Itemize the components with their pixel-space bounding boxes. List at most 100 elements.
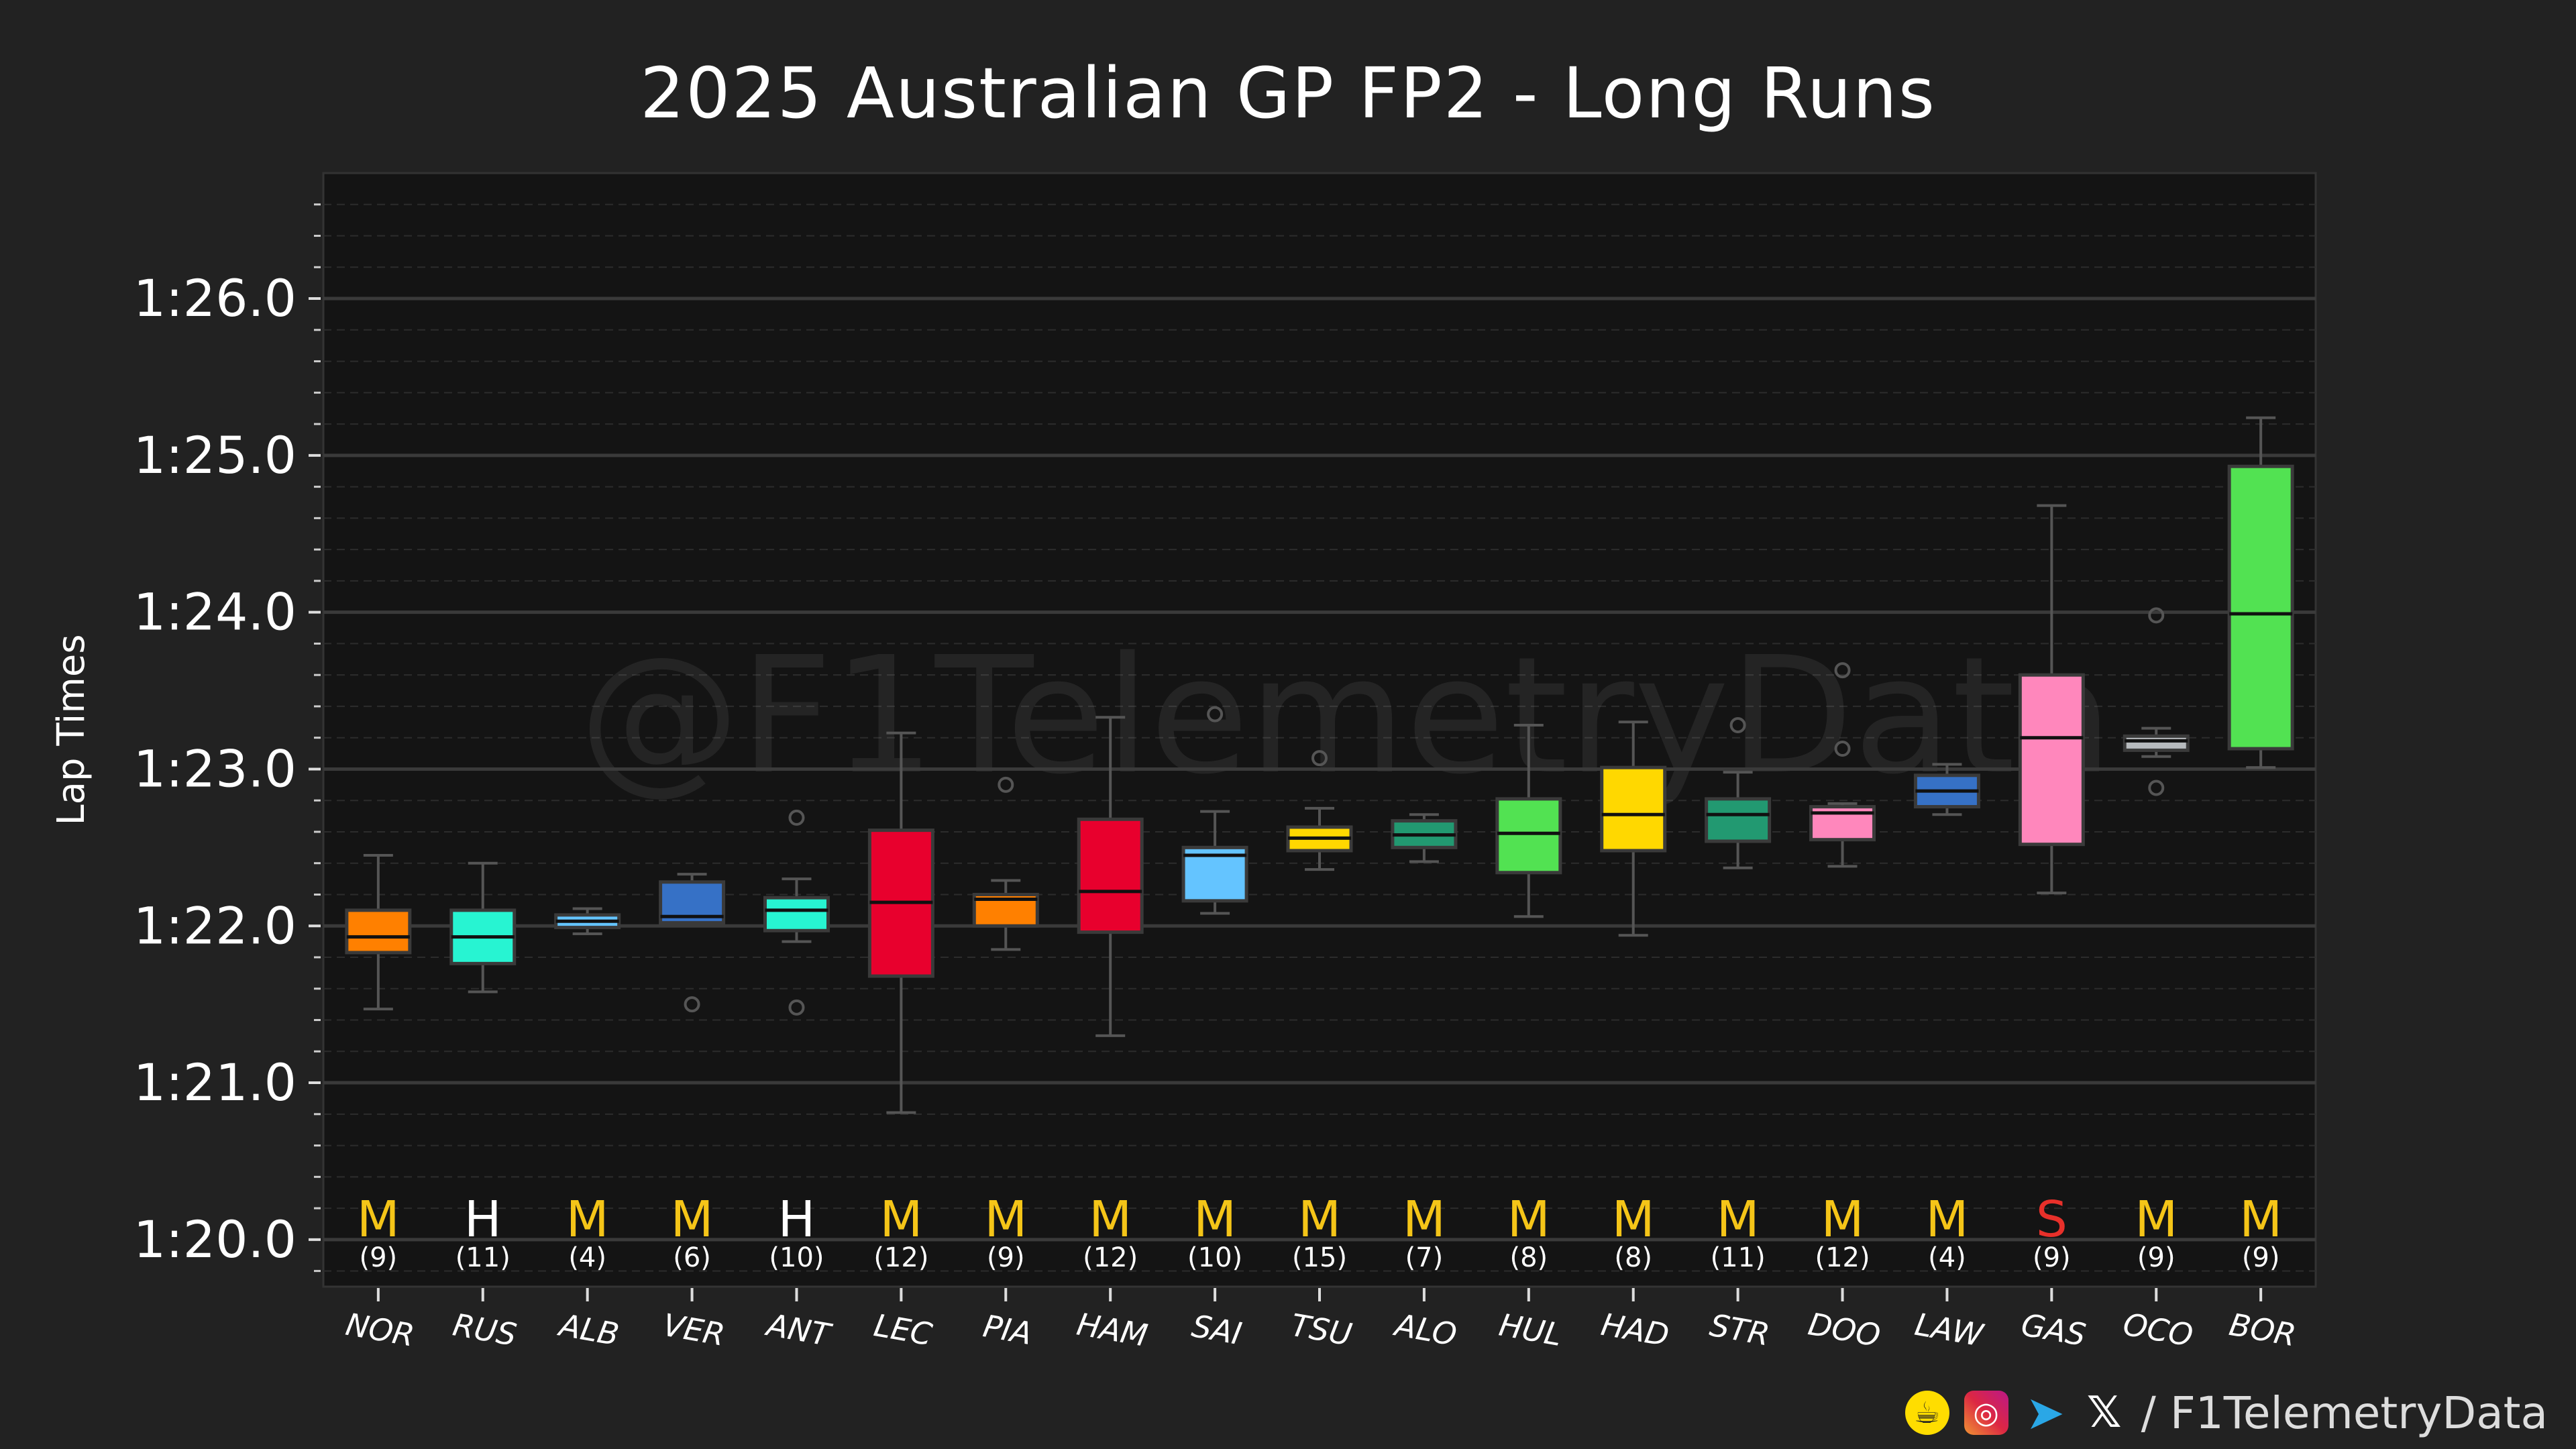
y-tick-label: 1:24.0 (133, 582, 297, 642)
y-tick-label: 1:23.0 (133, 739, 297, 798)
lap-count-label: (9) (2137, 1242, 2176, 1273)
outlier-point (788, 809, 805, 826)
compound-label: M (1507, 1191, 1550, 1248)
compound-label: M (2239, 1191, 2282, 1248)
outlier-point (1207, 706, 1224, 722)
outlier-point (998, 776, 1014, 793)
box-rus: H(11) RUS (449, 861, 519, 1353)
outlier-point (1834, 741, 1851, 757)
compound-label: S (2036, 1191, 2068, 1248)
x-tick-label: TSU (1288, 1307, 1354, 1353)
x-tick-label: OCO (2121, 1306, 2196, 1354)
box-gas: S(9) GAS (2018, 504, 2088, 1353)
lap-count-label: (9) (360, 1242, 398, 1273)
compound-label: M (984, 1191, 1027, 1248)
box-iqr (2018, 673, 2085, 847)
lap-count-label: (9) (2242, 1242, 2280, 1273)
lap-count-label: (6) (673, 1242, 711, 1273)
box-hul: M(8) HUL (1495, 723, 1565, 1353)
compound-label: M (1926, 1191, 1969, 1248)
lap-count-label: (11) (1711, 1242, 1766, 1273)
x-tick-label: LAW (1912, 1306, 1986, 1354)
compound-label: M (1717, 1191, 1760, 1248)
y-tick-label: 1:25.0 (133, 425, 297, 485)
box-iqr (1705, 797, 1772, 843)
x-icon[interactable]: 𝕏 (2086, 1388, 2122, 1438)
box-iqr (345, 908, 412, 955)
compound-label: H (464, 1191, 502, 1248)
compound-label: H (778, 1191, 816, 1248)
x-tick-label: GAS (2019, 1306, 2088, 1353)
outlier-point (684, 996, 700, 1013)
box-iqr (2227, 464, 2294, 751)
minor-grid (314, 203, 2316, 1273)
lap-count-label: (12) (1815, 1242, 1870, 1273)
outlier-point (1834, 662, 1851, 679)
y-tick-label: 1:26.0 (133, 268, 297, 328)
y-tick-label: 1:22.0 (133, 896, 297, 955)
x-tick-label: NOR (343, 1306, 417, 1354)
box-alb: M(4) ALB (554, 907, 622, 1353)
box-law: M(4) LAW (1912, 763, 1987, 1354)
box-oco: M(9) OCO (2121, 607, 2196, 1354)
x-tick-label: STR (1707, 1307, 1772, 1353)
lap-count-label: (4) (1928, 1242, 1966, 1273)
lap-count-label: (4) (568, 1242, 606, 1273)
x-tick-label: ALO (1391, 1306, 1460, 1353)
plot-area (322, 172, 2317, 1288)
x-tick-label: BOR (2226, 1306, 2299, 1353)
compound-label: M (566, 1191, 609, 1248)
outlier-point (1311, 750, 1328, 767)
footer-credits: ☕ ◎ ➤ 𝕏 / F1TelemetryData (1904, 1382, 2548, 1444)
compound-label: M (1612, 1191, 1655, 1248)
box-iqr (1495, 797, 1562, 875)
box-iqr (1600, 765, 1667, 853)
lap-count-label: (11) (455, 1242, 511, 1273)
compound-label: M (671, 1191, 714, 1248)
lap-count-label: (8) (1509, 1242, 1548, 1273)
box-alo: M(7) ALO (1391, 813, 1460, 1353)
major-grid: 1:20.0 1:21.0 1:22.0 1:23.0 1:24.0 1:25.0 1:26… (133, 268, 2316, 1269)
box-sai: M(10) SAI (1181, 706, 1248, 1352)
buymeacoffee-icon[interactable]: ☕ (1904, 1391, 1949, 1435)
instagram-icon[interactable]: ◎ (1964, 1391, 2008, 1435)
box-str: M(11) STR (1705, 716, 1772, 1353)
compound-label: M (357, 1191, 400, 1248)
x-tick-label: LEC (871, 1307, 935, 1352)
footer-handle: / F1TelemetryData (2141, 1387, 2548, 1439)
lap-count-label: (10) (1187, 1242, 1242, 1273)
x-tick-label: ALB (555, 1306, 622, 1352)
box-ver: M(6) VER (659, 873, 728, 1353)
outlier-point (788, 999, 805, 1016)
x-tick-label: DOO (1806, 1305, 1884, 1354)
lap-count-label: (10) (769, 1242, 824, 1273)
x-tick-label: HUL (1497, 1307, 1565, 1353)
compound-label: M (1821, 1191, 1864, 1248)
box-iqr (1077, 817, 1144, 934)
box-ant: H(10) ANT (762, 809, 835, 1354)
box-ham: M(12) HAM (1074, 716, 1150, 1354)
lap-count-label: (15) (1292, 1242, 1347, 1273)
outlier-point (1729, 716, 1746, 733)
telegram-icon[interactable]: ➤ (2025, 1385, 2065, 1440)
compound-label: M (2135, 1191, 2178, 1248)
lap-count-label: (7) (1405, 1242, 1444, 1273)
lap-count-label: (12) (873, 1242, 928, 1273)
lap-count-label: (8) (1614, 1242, 1652, 1273)
compound-label: M (879, 1191, 922, 1248)
compound-label: M (1298, 1191, 1341, 1248)
lap-count-label: (9) (987, 1242, 1025, 1273)
y-tick-label: 1:21.0 (133, 1053, 297, 1112)
outlier-point (2148, 780, 2165, 796)
box-iqr (2123, 734, 2190, 752)
chart-title: 2025 Australian GP FP2 - Long Runs (640, 52, 1936, 134)
x-tick-label: HAM (1074, 1305, 1150, 1354)
lap-count-label: (12) (1083, 1242, 1138, 1273)
outlier-point (2148, 607, 2165, 624)
x-tick-label: VER (660, 1307, 727, 1353)
x-tick-label: PIA (981, 1307, 1035, 1352)
watermark: @F1TelemetryData (579, 622, 2114, 810)
y-tick-label: 1:20.0 (133, 1210, 297, 1269)
